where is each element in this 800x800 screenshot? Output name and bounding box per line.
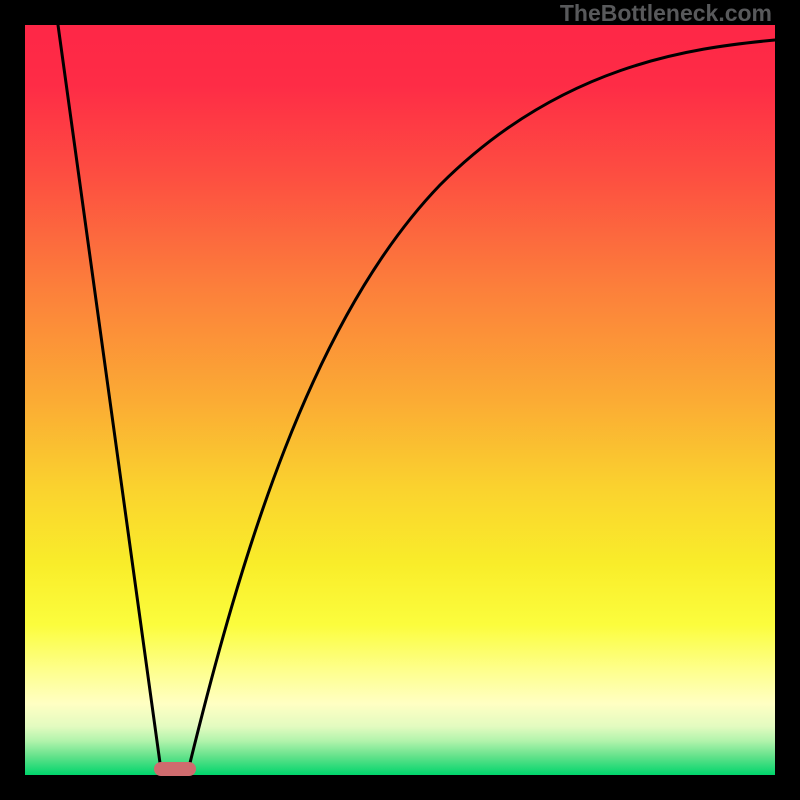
watermark-text: TheBottleneck.com: [560, 0, 772, 27]
border-left: [0, 0, 25, 800]
plot-background: [25, 25, 775, 775]
border-bottom: [0, 775, 800, 800]
chart-container: TheBottleneck.com: [0, 0, 800, 800]
border-right: [775, 0, 800, 800]
